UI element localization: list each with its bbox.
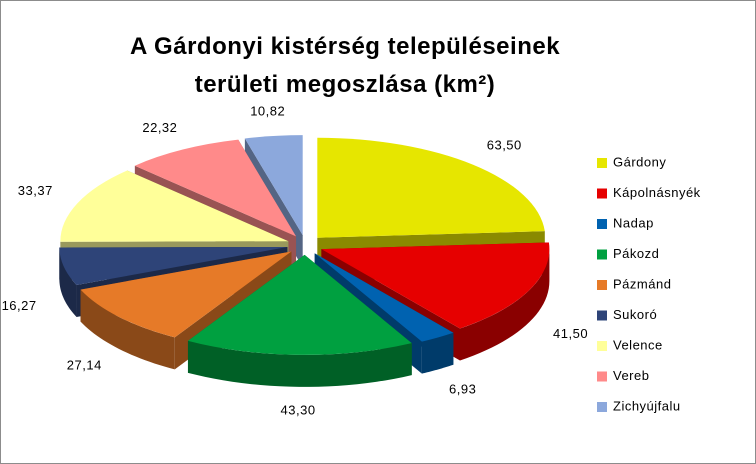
legend-label: Zichyújfalu — [613, 398, 681, 413]
chart-title: A Gárdonyi kistérség településeinek terü… — [129, 33, 561, 98]
slice — [321, 242, 550, 329]
slice — [187, 254, 412, 355]
legend-label: Pázmánd — [613, 276, 671, 291]
legend: Gárdony Kápolnásnyék Nadap Pákozd Pázmánd Suk… — [597, 154, 701, 413]
slice-side — [421, 332, 454, 374]
legend-swatch — [597, 280, 607, 290]
legend-swatch — [597, 158, 607, 168]
data-label: 41,50 — [553, 326, 588, 341]
legend-swatch — [597, 341, 607, 351]
slice — [187, 254, 412, 387]
legend-label: Velence — [613, 337, 663, 352]
legend-swatch — [597, 188, 607, 199]
legend-label: Nadap — [613, 215, 654, 230]
data-label: 10,82 — [250, 104, 285, 119]
pie: 10,82 22,32 63,50 33,37 16,27 41,50 27,14 6,93 4… — [2, 104, 588, 418]
data-label: 6,93 — [449, 382, 476, 397]
slice — [244, 135, 303, 236]
legend-swatch — [597, 310, 607, 321]
data-label: 63,50 — [487, 138, 522, 153]
legend-swatch — [597, 219, 607, 229]
legend-swatch — [597, 249, 607, 260]
slice — [59, 246, 288, 286]
legend-swatch — [597, 371, 607, 382]
slice-side — [80, 289, 175, 370]
legend-label: Pákozd — [613, 246, 659, 261]
legend-swatch — [597, 402, 607, 412]
slice-side — [59, 247, 77, 318]
slice-side — [459, 249, 550, 361]
legend-label: Gárdony — [613, 154, 666, 169]
legend-label: Sukoró — [613, 307, 657, 322]
data-label: 16,27 — [2, 298, 37, 313]
slice — [317, 137, 545, 238]
slice — [80, 251, 292, 338]
legend-label: Vereb — [613, 368, 649, 383]
slice — [314, 253, 454, 342]
slice — [60, 170, 289, 242]
slice — [134, 139, 297, 237]
data-label: 43,30 — [281, 402, 316, 417]
data-label: 22,32 — [142, 120, 177, 135]
data-label: 27,14 — [67, 357, 102, 372]
data-label: 33,37 — [18, 183, 53, 198]
legend-label: Kápolnásnyék — [613, 185, 701, 200]
